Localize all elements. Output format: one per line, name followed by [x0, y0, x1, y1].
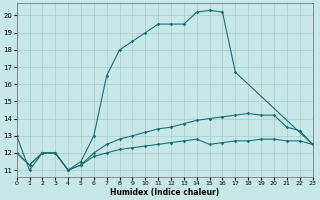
X-axis label: Humidex (Indice chaleur): Humidex (Indice chaleur): [110, 188, 219, 197]
